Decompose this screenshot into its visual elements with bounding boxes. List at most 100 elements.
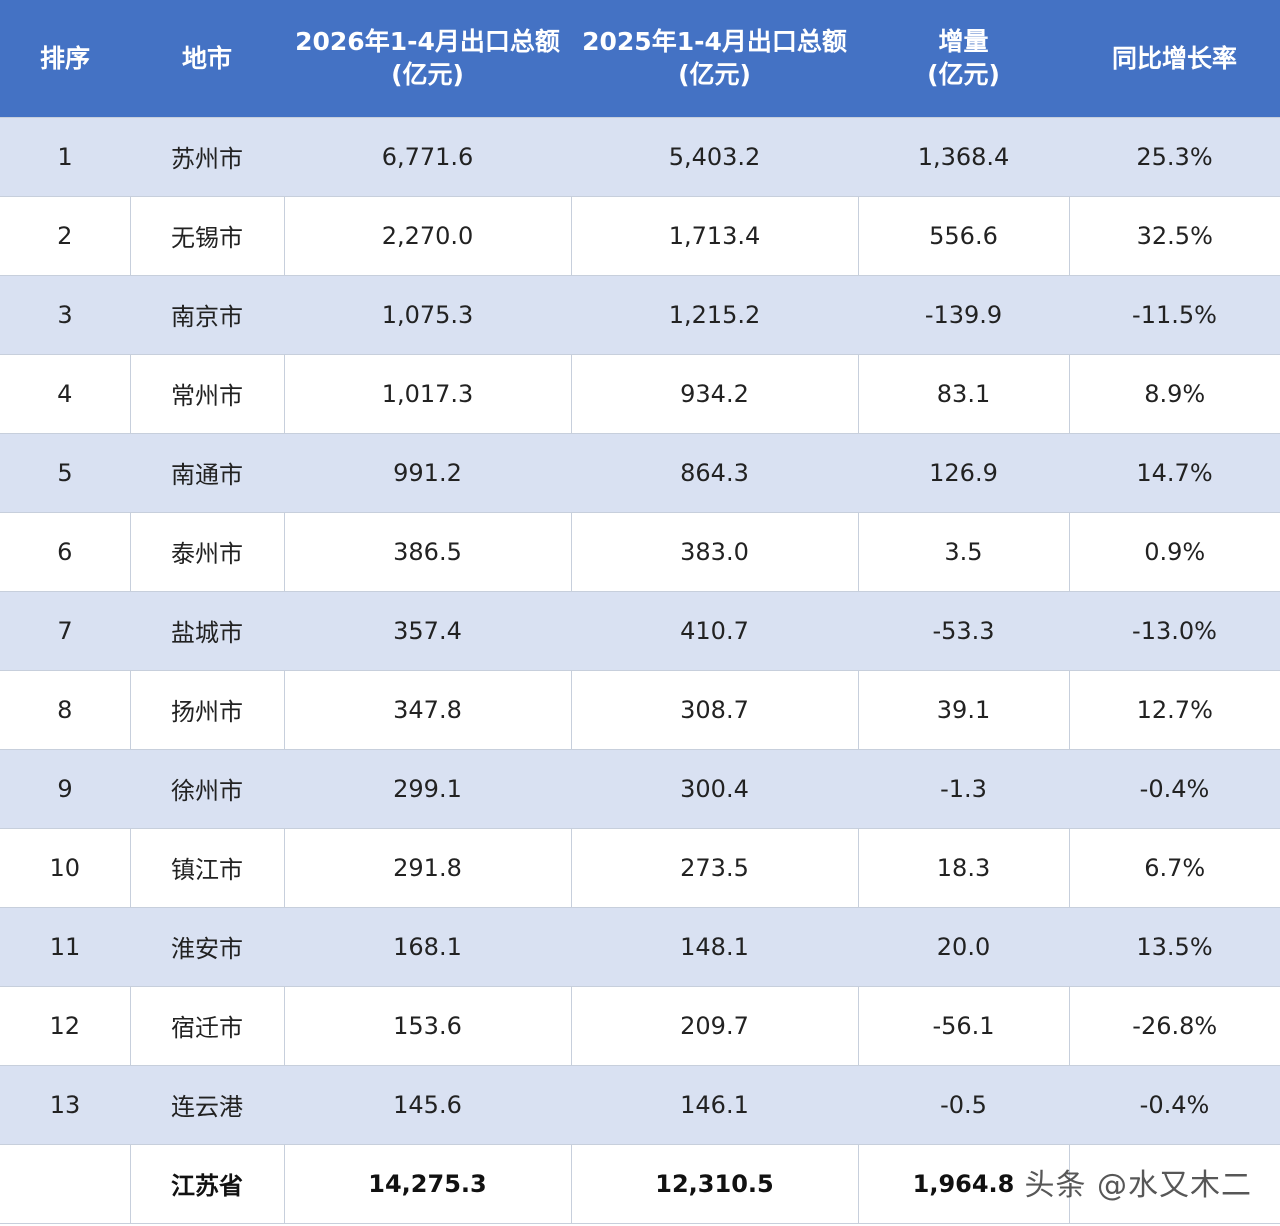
cell-rank: 1: [0, 116, 130, 197]
cell-yoy-growth: -0.4%: [1069, 1064, 1280, 1145]
cell-city: 连云港: [130, 1064, 284, 1145]
cell-export-2026: 991.2: [284, 432, 571, 513]
total-export-2025: 12,310.5: [570, 1143, 858, 1224]
cell-rank: 11: [0, 906, 130, 987]
header-rank: 排序: [39, 43, 90, 73]
cell-rank: 9: [0, 748, 130, 829]
cell-increment: 83.1: [857, 353, 1069, 434]
cell-yoy-growth: -11.5%: [1069, 274, 1280, 355]
table-row: 13 连云港 145.6 146.1 -0.5 -0.4%: [0, 1064, 1280, 1145]
cell-yoy-growth: 6.7%: [1068, 827, 1280, 908]
cell-increment: 126.9: [858, 432, 1069, 513]
cell-rank: 7: [0, 590, 130, 671]
header-export-2026: 2026年1-4月出口总额 (亿元): [284, 0, 571, 117]
cell-export-2025: 273.5: [570, 827, 858, 908]
header-row: 排序 地市 2026年1-4月出口总额 (亿元) 2025年1-4月出口总额 (…: [0, 0, 1280, 117]
cell-increment: -1.3: [858, 748, 1069, 829]
cell-export-2025: 308.7: [570, 669, 858, 750]
cell-export-2025: 148.1: [571, 906, 858, 987]
cell-export-2026: 347.8: [283, 669, 571, 750]
table-row: 5 南通市 991.2 864.3 126.9 14.7%: [0, 432, 1280, 513]
cell-city: 盐城市: [130, 590, 284, 671]
cell-export-2025: 934.2: [570, 353, 858, 434]
cell-export-2026: 291.8: [283, 827, 571, 908]
cell-yoy-growth: 0.9%: [1068, 511, 1280, 592]
header-increment-title: 增量: [938, 27, 989, 57]
header-export-2025: 2025年1-4月出口总额 (亿元): [571, 0, 858, 117]
cell-city: 淮安市: [130, 906, 284, 987]
cell-yoy-growth: -26.8%: [1068, 985, 1280, 1066]
cell-increment: -53.3: [858, 590, 1069, 671]
table-header: 排序 地市 2026年1-4月出口总额 (亿元) 2025年1-4月出口总额 (…: [0, 0, 1280, 117]
table-row: 8 扬州市 347.8 308.7 39.1 12.7%: [0, 669, 1280, 750]
cell-rank: 5: [0, 432, 130, 513]
cell-export-2026: 357.4: [284, 590, 571, 671]
cell-export-2026: 1,017.3: [283, 353, 571, 434]
cell-yoy-growth: 13.5%: [1069, 906, 1280, 987]
cell-increment: 3.5: [857, 511, 1069, 592]
cell-yoy-growth: -0.4%: [1069, 748, 1280, 829]
cell-yoy-growth: 8.9%: [1068, 353, 1280, 434]
cell-rank: 4: [0, 353, 130, 434]
table-row: 9 徐州市 299.1 300.4 -1.3 -0.4%: [0, 748, 1280, 829]
cell-export-2025: 146.1: [571, 1064, 858, 1145]
cell-increment: 20.0: [858, 906, 1069, 987]
cell-export-2026: 1,075.3: [284, 274, 571, 355]
cell-export-2025: 383.0: [570, 511, 858, 592]
cell-yoy-growth: 32.5%: [1068, 195, 1280, 276]
header-export-2026-unit: (亿元): [391, 60, 464, 90]
cell-export-2025: 864.3: [571, 432, 858, 513]
cell-export-2026: 168.1: [284, 906, 571, 987]
cell-increment: 39.1: [857, 669, 1069, 750]
cell-city: 常州市: [129, 353, 284, 434]
table-row: 3 南京市 1,075.3 1,215.2 -139.9 -11.5%: [0, 274, 1280, 355]
cell-export-2025: 300.4: [571, 748, 858, 829]
cell-rank: 12: [0, 985, 130, 1066]
cell-export-2026: 6,771.6: [284, 116, 571, 197]
cell-city: 无锡市: [129, 195, 284, 276]
table-row: 10 镇江市 291.8 273.5 18.3 6.7%: [0, 827, 1280, 908]
cell-yoy-growth: -13.0%: [1069, 590, 1280, 671]
cell-increment: -56.1: [857, 985, 1069, 1066]
total-export-2026: 14,275.3: [283, 1143, 571, 1224]
total-yoy-growth: [1068, 1143, 1280, 1224]
total-province: 江苏省: [129, 1143, 284, 1224]
cell-city: 镇江市: [129, 827, 284, 908]
total-increment: 1,964.8: [857, 1143, 1069, 1224]
cell-yoy-growth: 14.7%: [1069, 432, 1280, 513]
cell-export-2025: 1,215.2: [571, 274, 858, 355]
cell-export-2025: 209.7: [570, 985, 858, 1066]
cell-rank: 6: [0, 511, 130, 592]
cell-increment: 1,368.4: [858, 116, 1069, 197]
cell-city: 南京市: [130, 274, 284, 355]
cell-city: 徐州市: [130, 748, 284, 829]
cell-export-2026: 2,270.0: [283, 195, 571, 276]
header-increment-unit: (亿元): [927, 60, 1000, 90]
cell-increment: -139.9: [858, 274, 1069, 355]
cell-export-2025: 1,713.4: [570, 195, 858, 276]
header-export-2025-unit: (亿元): [678, 60, 751, 90]
total-rank: [0, 1143, 130, 1224]
cell-rank: 8: [0, 669, 130, 750]
cell-city: 南通市: [130, 432, 284, 513]
cell-export-2026: 299.1: [284, 748, 571, 829]
header-export-2025-title: 2025年1-4月出口总额: [582, 27, 847, 57]
table-row: 12 宿迁市 153.6 209.7 -56.1 -26.8%: [0, 985, 1280, 1066]
cell-yoy-growth: 25.3%: [1069, 116, 1280, 197]
header-export-2026-title: 2026年1-4月出口总额: [295, 27, 560, 57]
cell-increment: -0.5: [858, 1064, 1069, 1145]
cell-rank: 13: [0, 1064, 130, 1145]
table-body: 1 苏州市 6,771.6 5,403.2 1,368.4 25.3% 2 无锡…: [0, 116, 1280, 1224]
header-yoy-growth: 同比增长率: [1111, 43, 1237, 73]
cell-rank: 10: [0, 827, 130, 908]
header-city: 地市: [181, 43, 232, 73]
header-increment: 增量 (亿元): [858, 0, 1069, 117]
cell-export-2025: 5,403.2: [571, 116, 858, 197]
table-row: 1 苏州市 6,771.6 5,403.2 1,368.4 25.3%: [0, 116, 1280, 197]
watermark: 头条 @水又木二: [1024, 1168, 1252, 1203]
table-row: 4 常州市 1,017.3 934.2 83.1 8.9%: [0, 353, 1280, 434]
table-row: 11 淮安市 168.1 148.1 20.0 13.5%: [0, 906, 1280, 987]
cell-export-2026: 153.6: [283, 985, 571, 1066]
cell-city: 宿迁市: [129, 985, 284, 1066]
